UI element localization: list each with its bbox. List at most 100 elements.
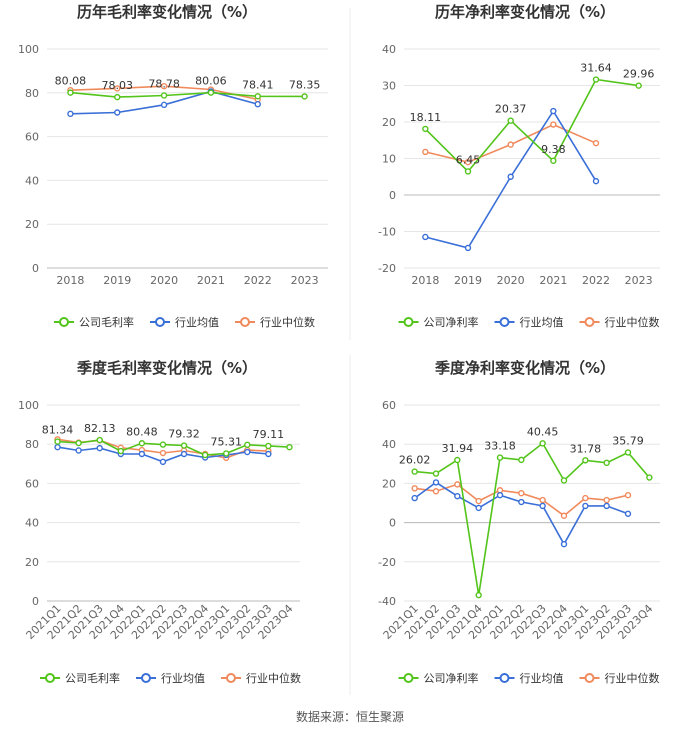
- data-point-company[interactable]: [138, 440, 146, 447]
- data-point-industry-avg[interactable]: [475, 504, 482, 512]
- data-point-industry-avg[interactable]: [582, 502, 589, 510]
- data-point-industry-avg[interactable]: [454, 492, 461, 500]
- legend-item-industry-median[interactable]: 行业中位数: [579, 315, 660, 329]
- data-point-industry-median[interactable]: [464, 158, 472, 166]
- data-label: 26.02: [399, 454, 431, 467]
- data-point-company[interactable]: [54, 438, 61, 445]
- data-point-industry-avg[interactable]: [265, 450, 272, 458]
- data-point-industry-avg[interactable]: [160, 101, 168, 109]
- data-point-company[interactable]: [201, 451, 209, 459]
- legend-swatch-marker: [45, 673, 55, 683]
- data-point-company[interactable]: [464, 168, 472, 175]
- data-point-company[interactable]: [67, 89, 74, 96]
- data-point-industry-median[interactable]: [454, 481, 461, 488]
- data-point-industry-avg[interactable]: [244, 448, 251, 456]
- data-point-industry-median[interactable]: [114, 85, 121, 92]
- legend-item-company[interactable]: 公司净利率: [398, 671, 479, 685]
- data-point-company[interactable]: [159, 441, 167, 448]
- legend-item-industry-avg[interactable]: 行业均值: [494, 672, 564, 685]
- data-point-industry-avg[interactable]: [518, 498, 525, 506]
- data-point-company[interactable]: [411, 468, 418, 475]
- data-point-industry-avg[interactable]: [254, 100, 261, 108]
- data-point-company[interactable]: [603, 459, 610, 467]
- data-point-company[interactable]: [244, 441, 251, 448]
- data-point-company[interactable]: [75, 439, 82, 447]
- data-point-company[interactable]: [518, 456, 525, 464]
- data-point-company[interactable]: [432, 470, 440, 477]
- data-point-company[interactable]: [496, 454, 504, 461]
- data-point-company[interactable]: [301, 93, 308, 100]
- data-point-industry-median[interactable]: [582, 494, 589, 502]
- legend-item-company[interactable]: 公司净利率: [398, 315, 479, 329]
- legend-label: 公司净利率: [424, 315, 479, 329]
- legend-item-company[interactable]: 公司毛利率: [40, 671, 120, 685]
- legend-item-industry-median[interactable]: 行业中位数: [235, 315, 315, 329]
- data-point-industry-avg[interactable]: [464, 244, 472, 252]
- data-point-industry-avg[interactable]: [96, 444, 103, 452]
- legend-item-industry-avg[interactable]: 行业均值: [150, 316, 219, 329]
- data-point-industry-avg[interactable]: [550, 107, 557, 115]
- data-point-industry-median[interactable]: [475, 497, 482, 505]
- data-point-industry-median[interactable]: [507, 141, 514, 148]
- data-point-company[interactable]: [265, 442, 272, 450]
- data-point-industry-median[interactable]: [539, 496, 546, 504]
- series-line-company: [70, 91, 305, 98]
- data-point-company[interactable]: [646, 474, 653, 481]
- data-point-industry-median[interactable]: [603, 496, 610, 504]
- data-point-company[interactable]: [422, 125, 429, 133]
- data-point-company[interactable]: [117, 447, 124, 455]
- data-point-industry-avg[interactable]: [411, 494, 418, 502]
- data-point-industry-median[interactable]: [411, 485, 418, 492]
- data-point-industry-avg[interactable]: [507, 173, 514, 180]
- data-point-company[interactable]: [635, 82, 642, 89]
- data-point-industry-avg[interactable]: [159, 458, 167, 466]
- data-point-company[interactable]: [286, 443, 293, 451]
- data-point-company[interactable]: [207, 89, 215, 96]
- data-point-company[interactable]: [550, 157, 557, 164]
- data-point-industry-avg[interactable]: [67, 110, 74, 118]
- data-point-industry-median[interactable]: [432, 488, 440, 495]
- data-point-industry-avg[interactable]: [496, 491, 504, 499]
- data-point-industry-avg[interactable]: [432, 479, 440, 486]
- data-point-company[interactable]: [223, 450, 230, 457]
- legend-item-industry-median[interactable]: 行业中位数: [221, 671, 301, 685]
- data-point-industry-median[interactable]: [160, 83, 168, 90]
- data-point-industry-avg[interactable]: [54, 443, 61, 451]
- data-point-company[interactable]: [624, 449, 632, 456]
- data-point-company[interactable]: [114, 93, 121, 101]
- data-point-company[interactable]: [254, 93, 261, 100]
- data-point-industry-median[interactable]: [518, 490, 525, 497]
- data-point-company[interactable]: [582, 457, 589, 464]
- data-point-company[interactable]: [539, 440, 546, 447]
- y-tick-label: 30: [382, 80, 396, 93]
- legend-item-industry-median[interactable]: 行业中位数: [579, 671, 660, 685]
- data-point-industry-avg[interactable]: [138, 450, 146, 458]
- data-point-company[interactable]: [160, 92, 168, 99]
- legend-item-industry-avg[interactable]: 行业均值: [494, 316, 564, 329]
- data-point-industry-median[interactable]: [592, 139, 600, 147]
- x-tick-label: 2022: [244, 274, 272, 287]
- data-point-industry-median[interactable]: [159, 449, 167, 457]
- data-point-industry-median[interactable]: [550, 121, 557, 128]
- data-point-company[interactable]: [454, 456, 461, 464]
- data-point-industry-median[interactable]: [422, 148, 429, 156]
- data-point-industry-avg[interactable]: [624, 510, 632, 517]
- data-point-company[interactable]: [475, 591, 482, 599]
- data-point-company[interactable]: [507, 117, 514, 124]
- data-point-industry-avg[interactable]: [114, 109, 121, 116]
- data-point-industry-avg[interactable]: [560, 540, 568, 548]
- data-point-industry-avg[interactable]: [603, 502, 610, 510]
- data-point-industry-median[interactable]: [560, 512, 568, 519]
- legend-item-industry-avg[interactable]: 行业均值: [136, 672, 205, 685]
- legend-item-company[interactable]: 公司毛利率: [54, 315, 134, 329]
- data-point-industry-avg[interactable]: [592, 177, 600, 185]
- data-point-industry-avg[interactable]: [75, 447, 82, 454]
- data-point-industry-avg[interactable]: [180, 450, 188, 458]
- data-point-company[interactable]: [592, 76, 600, 83]
- data-point-industry-avg[interactable]: [539, 502, 546, 510]
- data-point-industry-avg[interactable]: [422, 233, 429, 241]
- data-point-company[interactable]: [180, 442, 188, 449]
- data-point-company[interactable]: [96, 436, 103, 444]
- data-point-industry-median[interactable]: [624, 491, 632, 499]
- data-point-company[interactable]: [560, 477, 568, 484]
